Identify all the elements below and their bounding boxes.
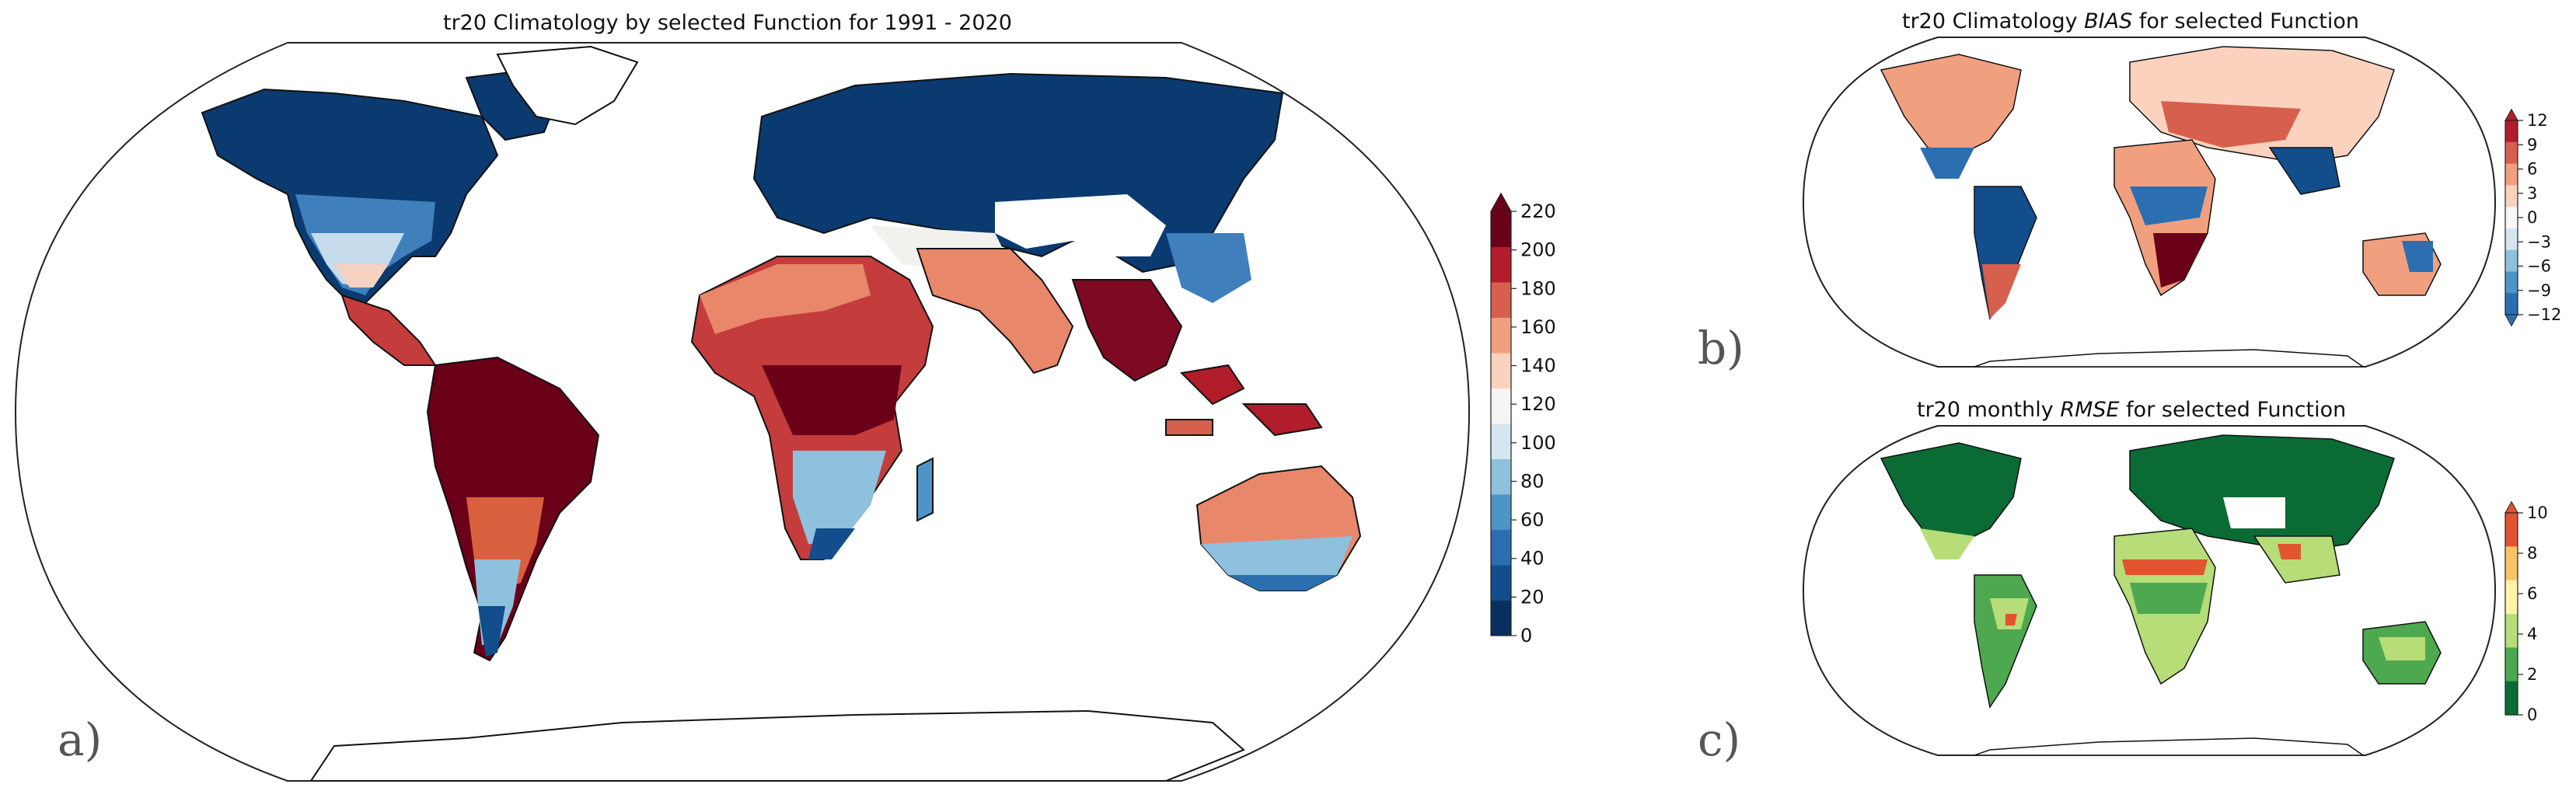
colorbar-segment [2505, 681, 2518, 716]
colorbar-segment [2505, 228, 2518, 251]
colorbar-segment [1491, 317, 1511, 354]
colorbar-segment [2505, 120, 2518, 143]
colorbar-tick-label: 120 [1520, 393, 1556, 415]
colorbar-tick-label: 60 [1520, 509, 1545, 531]
map-a [14, 42, 1471, 782]
colorbar-segment [1491, 388, 1511, 424]
map-c-north-america [1880, 442, 2022, 545]
panel-b-letter: b) [1698, 322, 1744, 375]
colorbar-segment [1491, 211, 1511, 247]
map-a-eurasia [752, 72, 1284, 382]
colorbar-segment [1491, 494, 1511, 530]
map-a-africa [690, 256, 934, 560]
colorbar-tick-label: 8 [2527, 544, 2537, 563]
colorbar-tick-label: 3 [2527, 184, 2537, 203]
colorbar-tick-label: 100 [1520, 432, 1556, 454]
colorbar-tick-label: 160 [1520, 316, 1556, 338]
colorbar-tick-label: 140 [1520, 355, 1556, 377]
colorbar-segment [2505, 580, 2518, 615]
colorbar-segment [2505, 141, 2518, 165]
colorbar-frame [2504, 512, 2518, 716]
colorbar-tick-label: 0 [2527, 706, 2537, 724]
colorbar-tick-label: 0 [2527, 208, 2537, 227]
colorbar-frame [1490, 211, 1512, 636]
colorbar-segment [1491, 600, 1511, 636]
colorbar-b: 12 9 6 3 0 −3 −6 −9 −12 [2504, 108, 2561, 327]
colorbar-tick-label: 20 [1520, 586, 1545, 608]
map-a-greenland [496, 45, 639, 126]
map-c [1802, 425, 2497, 756]
map-a-antarctica [309, 709, 1245, 781]
panel-c-title: tr20 monthly RMSE for selected Function [1917, 398, 2347, 422]
map-b [1802, 37, 2497, 368]
colorbar-segment [2505, 293, 2518, 315]
map-b-antarctica [1974, 349, 2365, 367]
colorbar-tick-label: 40 [1520, 548, 1545, 570]
colorbar-tick-label: −9 [2527, 281, 2551, 300]
map-c-antarctica [1974, 737, 2365, 755]
colorbar-extend-max [2504, 108, 2518, 121]
colorbar-segment [2505, 513, 2518, 547]
colorbar-segment [2505, 185, 2518, 207]
colorbar-segment [1491, 246, 1511, 283]
panel-a-title: tr20 Climatology by selected Function fo… [443, 11, 1012, 35]
colorbar-tick-label: 10 [2527, 504, 2548, 522]
colorbar-tick-label: −3 [2527, 232, 2551, 251]
colorbar-tick-label: 9 [2527, 135, 2537, 154]
colorbar-c: 10 8 6 4 2 0 [2504, 500, 2548, 724]
colorbar-segment [2505, 546, 2518, 581]
colorbar-extend-max [2504, 500, 2518, 514]
colorbar-extend-max [1490, 192, 1512, 212]
colorbar-segment [1491, 353, 1511, 389]
colorbar-segment [1491, 282, 1511, 318]
colorbar-tick-label: 80 [1520, 470, 1545, 492]
colorbar-tick-label: 180 [1520, 277, 1556, 299]
colorbar-a: 0 20 40 60 80 100 120 140 160 180 200 220 [1490, 192, 1556, 646]
map-a-north-america [201, 68, 561, 366]
map-a-south-america [426, 356, 600, 662]
colorbar-segment [2505, 614, 2518, 648]
colorbar-segment [1491, 565, 1511, 601]
colorbar-segment [1491, 529, 1511, 566]
colorbar-segment [2505, 647, 2518, 682]
colorbar-tick-label: 12 [2527, 111, 2548, 130]
colorbar-segment [2505, 249, 2518, 272]
colorbar-tick-label: 200 [1520, 239, 1556, 261]
colorbar-segment [2505, 271, 2518, 294]
colorbar-segment [1491, 423, 1511, 459]
panel-c-letter: c) [1698, 713, 1741, 766]
map-a-australia [1196, 465, 1362, 591]
colorbar-tick-label: 6 [2527, 160, 2537, 179]
panel-a-letter: a) [58, 713, 103, 766]
colorbar-segment [2505, 207, 2518, 229]
colorbar-tick-label: −6 [2527, 257, 2551, 276]
colorbar-segment [1491, 458, 1511, 495]
panel-b-title: tr20 Climatology BIAS for selected Funct… [1902, 9, 2359, 33]
colorbar-tick-label: 4 [2527, 625, 2537, 643]
colorbar-segment [2505, 163, 2518, 186]
colorbar-tick-label: 0 [1520, 625, 1532, 646]
colorbar-tick-label: −12 [2527, 305, 2561, 324]
colorbar-tick-label: 2 [2527, 665, 2537, 684]
map-a-se-asia [1165, 364, 1323, 437]
colorbar-extend-min [2504, 314, 2518, 327]
colorbar-tick-label: 220 [1520, 200, 1556, 222]
colorbar-tick-label: 6 [2527, 584, 2537, 603]
map-b-north-america [1880, 54, 2022, 156]
